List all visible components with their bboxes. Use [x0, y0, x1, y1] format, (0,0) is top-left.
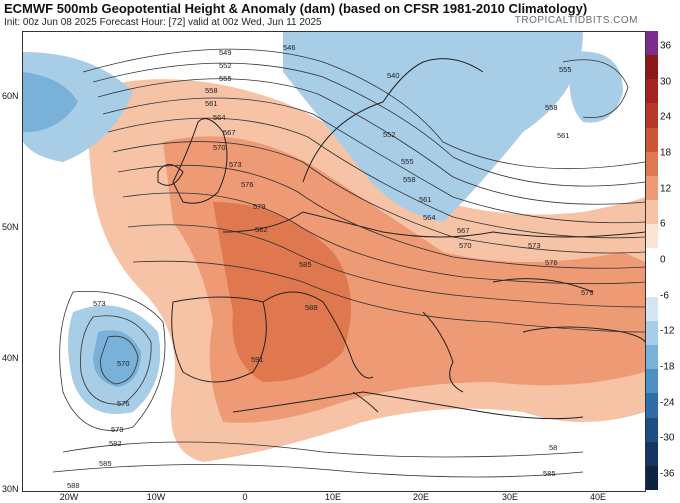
- svg-text:573: 573: [93, 299, 106, 308]
- svg-text:591: 591: [251, 355, 264, 364]
- svg-text:558: 558: [205, 86, 218, 95]
- svg-text:552: 552: [219, 61, 232, 70]
- colorbar-segment: [646, 127, 658, 152]
- svg-text:576: 576: [117, 399, 130, 408]
- colorbar-segment: [646, 465, 658, 490]
- svg-text:564: 564: [423, 213, 436, 222]
- svg-text:58: 58: [549, 443, 557, 452]
- svg-text:561: 561: [557, 131, 570, 140]
- colorbar-segment: [646, 103, 658, 128]
- colorbar-segment: [646, 417, 658, 442]
- colorbar-segment: [646, 345, 658, 370]
- svg-text:555: 555: [559, 65, 572, 74]
- lon-label-20w: 20W: [59, 492, 79, 502]
- svg-text:540: 540: [387, 71, 400, 80]
- colorbar-segment: [646, 224, 658, 249]
- svg-text:585: 585: [543, 469, 556, 478]
- svg-text:552: 552: [383, 130, 396, 139]
- svg-text:567: 567: [457, 226, 470, 235]
- lon-label-20e: 20E: [412, 492, 430, 502]
- svg-text:585: 585: [299, 260, 312, 269]
- colorbar-label: 12: [660, 183, 672, 195]
- colorbar-label: -18: [660, 361, 675, 373]
- colorbar-segment: [646, 369, 658, 394]
- svg-text:558: 558: [403, 175, 416, 184]
- colorbar-segment: [646, 175, 658, 201]
- colorbar-label: 24: [660, 111, 672, 123]
- lat-label-40n: 40N: [2, 353, 19, 363]
- svg-text:558: 558: [545, 103, 558, 112]
- svg-text:570: 570: [117, 359, 130, 368]
- chart-title: ECMWF 500mb Geopotential Height & Anomal…: [4, 1, 588, 16]
- colorbar-label: -6: [660, 290, 669, 302]
- svg-text:561: 561: [419, 195, 432, 204]
- svg-text:573: 573: [229, 160, 242, 169]
- svg-text:579: 579: [253, 202, 266, 211]
- lat-label-60n: 60N: [2, 91, 19, 101]
- lat-label-50n: 50N: [2, 222, 19, 232]
- colorbar-label: 30: [660, 76, 672, 88]
- forecast-map: 549 552 555 558 561 564 567 570 573 576 579 582 …: [22, 31, 646, 492]
- anomaly-colorbar: [646, 31, 658, 490]
- svg-text:576: 576: [545, 258, 558, 267]
- svg-text:561: 561: [205, 99, 218, 108]
- colorbar-label: -30: [660, 432, 675, 444]
- svg-text:570: 570: [459, 241, 472, 250]
- colorbar-segment: [646, 441, 658, 466]
- colorbar-segment: [646, 320, 658, 346]
- colorbar-segment: [646, 31, 658, 56]
- svg-text:576: 576: [241, 180, 254, 189]
- svg-text:546: 546: [283, 43, 296, 52]
- colorbar-label: 36: [660, 40, 672, 52]
- lon-label-0: 0: [242, 492, 248, 502]
- colorbar-label: 18: [660, 147, 672, 159]
- colorbar-segment: [646, 151, 658, 176]
- svg-text:573: 573: [528, 241, 541, 250]
- svg-text:585: 585: [99, 459, 112, 468]
- svg-text:564: 564: [213, 113, 226, 122]
- svg-text:567: 567: [223, 128, 236, 137]
- svg-text:588: 588: [305, 303, 318, 312]
- svg-text:579: 579: [111, 425, 124, 434]
- colorbar-segment: [646, 55, 658, 80]
- lon-label-40e: 40E: [589, 492, 607, 502]
- lon-label-10w: 10W: [146, 492, 166, 502]
- chart-subtitle: Init: 00z Jun 08 2025 Forecast Hour: [72…: [4, 17, 322, 28]
- colorbar-segment: [646, 248, 658, 273]
- brand-watermark: TROPICALTIDBITS.COM: [514, 15, 638, 26]
- svg-text:570: 570: [213, 143, 226, 152]
- colorbar-segment: [646, 200, 658, 225]
- lon-label-30e: 30E: [501, 492, 519, 502]
- svg-text:555: 555: [219, 74, 232, 83]
- colorbar-segment: [646, 296, 658, 321]
- colorbar-label: -12: [660, 325, 675, 337]
- colorbar-segment: [646, 272, 658, 297]
- svg-text:549: 549: [219, 48, 232, 57]
- colorbar-label: 0: [660, 254, 666, 266]
- svg-text:579: 579: [581, 288, 594, 297]
- colorbar-label: -36: [660, 468, 675, 480]
- lat-label-30n: 30N: [2, 484, 19, 494]
- svg-text:555: 555: [401, 157, 414, 166]
- svg-text:582: 582: [255, 225, 268, 234]
- lon-label-10e: 10E: [324, 492, 342, 502]
- colorbar-label: 6: [660, 218, 666, 230]
- svg-text:588: 588: [67, 481, 80, 490]
- svg-text:582: 582: [109, 439, 122, 448]
- colorbar-label: -24: [660, 397, 675, 409]
- colorbar-segment: [646, 393, 658, 418]
- colorbar-segment: [646, 79, 658, 104]
